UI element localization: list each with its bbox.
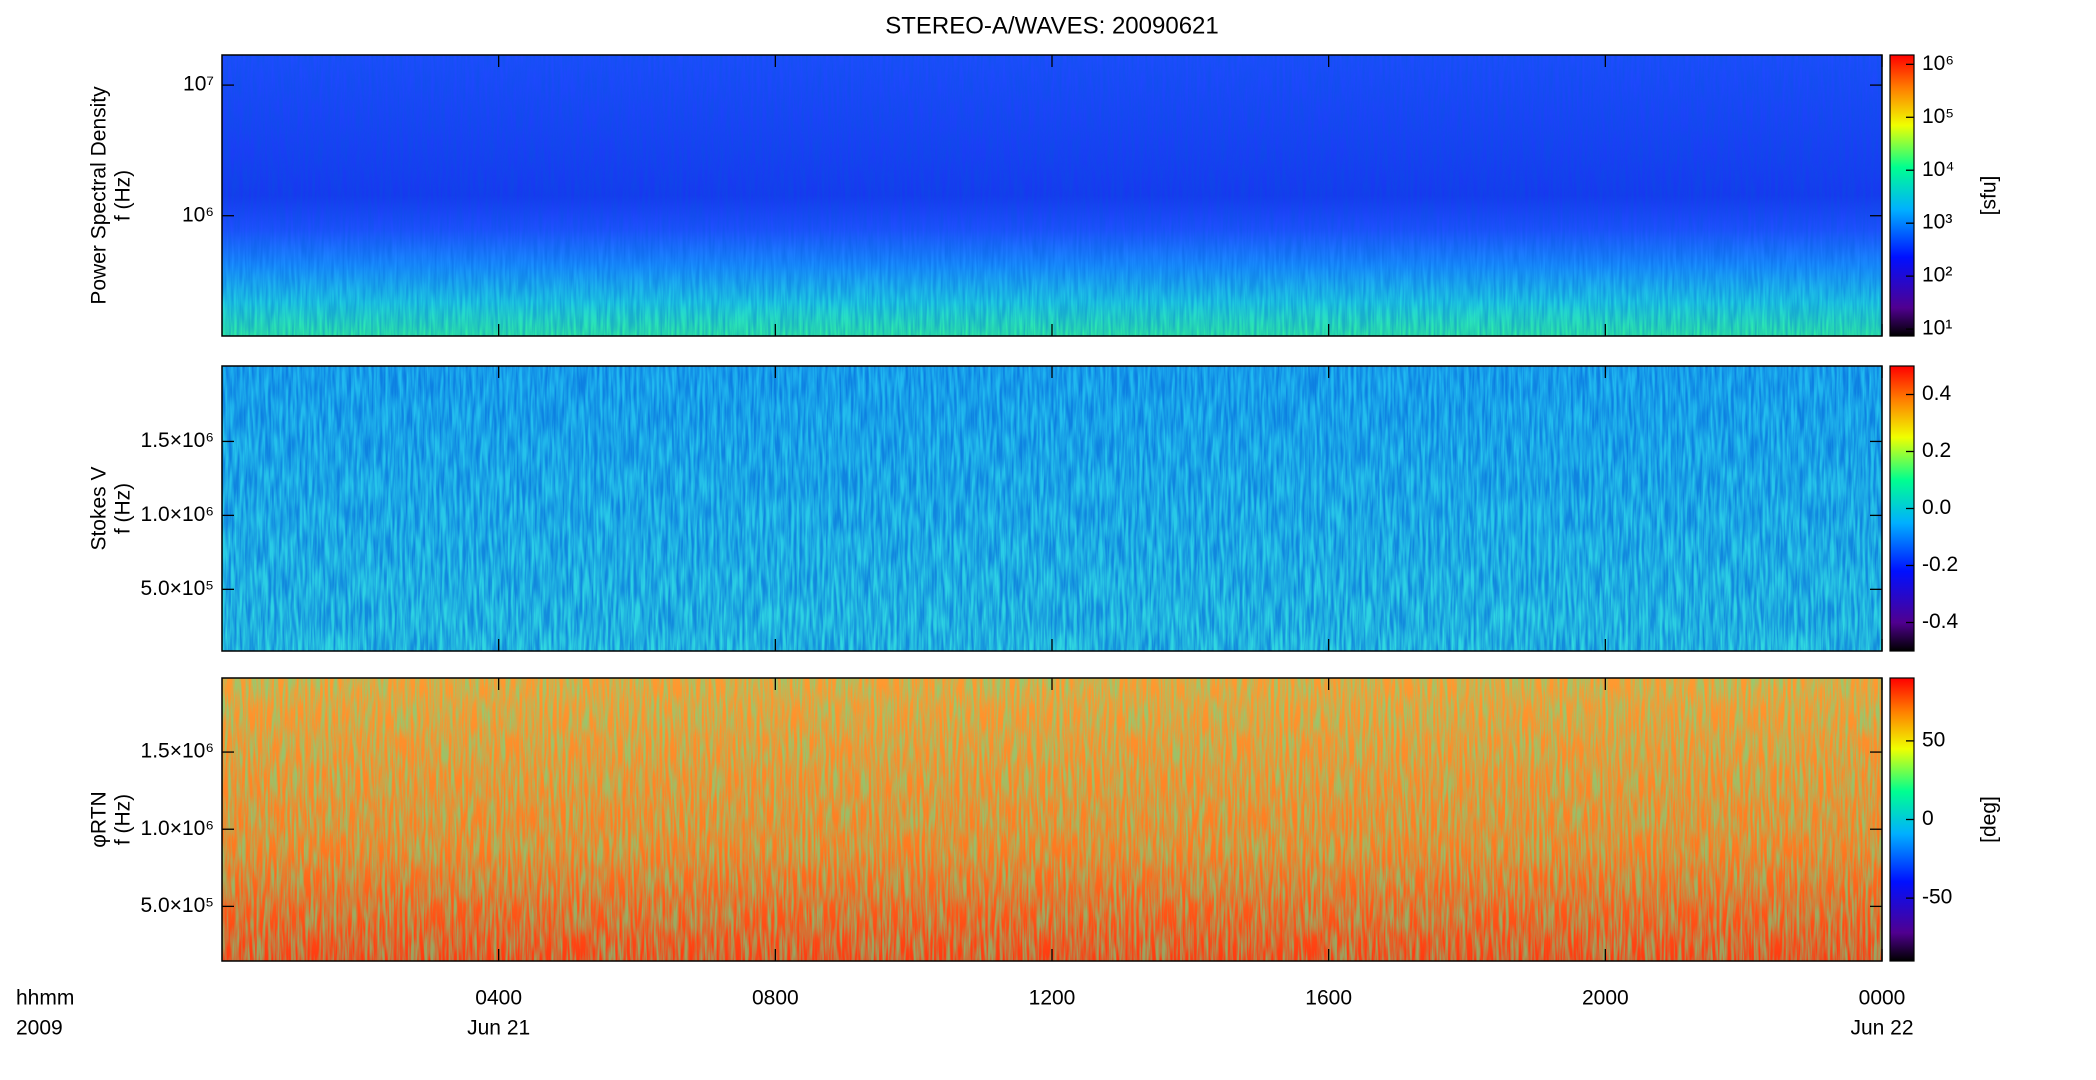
y-tick-label: 1.0×10⁶ [141, 503, 214, 526]
x-tick-label: 0800 [752, 987, 799, 1010]
y-axis-label: f (Hz) [112, 170, 135, 221]
y-tick-label: 1.0×10⁶ [141, 817, 214, 840]
colorbar-tick-label: 10² [1922, 264, 1952, 287]
colorbar-label: [sfu] [1978, 176, 2001, 216]
colorbar-tick-label: 0.0 [1922, 496, 1951, 519]
x-tick-label: 0000 [1859, 987, 1906, 1010]
date-label: Jun 22 [1850, 1017, 1913, 1040]
colorbar-tick-label: 10⁶ [1922, 52, 1954, 75]
x-tick-label: 1600 [1305, 987, 1352, 1010]
colorbar-tick-label: 10⁴ [1922, 158, 1954, 181]
y-axis-label: φRTN [88, 791, 111, 847]
x-tick-label: 0400 [475, 987, 522, 1010]
y-axis-label: f (Hz) [112, 794, 135, 845]
colorbar [1889, 54, 1915, 337]
spectrogram-texture [222, 366, 1882, 651]
colorbar-tick-label: 10³ [1922, 211, 1952, 234]
colorbar-tick-label: 10¹ [1922, 317, 1952, 340]
colorbar-tick-label: 10⁵ [1922, 105, 1954, 128]
y-tick-label: 10⁶ [182, 203, 214, 226]
colorbar-tick-label: -0.2 [1922, 553, 1958, 576]
colorbar-tick-label: -0.4 [1922, 610, 1959, 633]
x-axis-label: hhmm [16, 987, 74, 1010]
date-label: Jun 21 [467, 1017, 530, 1040]
spectrogram-texture [222, 55, 1882, 336]
x-axis-label: 2009 [16, 1017, 63, 1040]
chart-title: STEREO-A/WAVES: 20090621 [885, 12, 1218, 39]
y-tick-label: 5.0×10⁵ [140, 577, 214, 600]
y-tick-label: 10⁷ [183, 73, 214, 96]
y-tick-label: 5.0×10⁵ [140, 894, 214, 917]
colorbar-tick-label: -50 [1922, 886, 1952, 909]
x-tick-label: 1200 [1029, 987, 1076, 1010]
colorbar-tick-label: 50 [1922, 728, 1945, 751]
figure: STEREO-A/WAVES: 20090621 10⁶ 10⁷ Power Spec… [16, 12, 2001, 1039]
y-axis-label: Stokes V [88, 466, 111, 550]
colorbar-tick-label: 0.4 [1922, 382, 1952, 405]
colorbar-tick-label: 0 [1922, 807, 1934, 830]
colorbar-label: [deg] [1978, 796, 2001, 843]
spectrogram-texture [222, 678, 1882, 961]
x-tick-label: 2000 [1582, 987, 1629, 1010]
y-tick-label: 1.5×10⁶ [141, 429, 214, 452]
y-axis-label: Power Spectral Density [88, 86, 111, 305]
colorbar-tick-label: 0.2 [1922, 439, 1951, 462]
y-tick-label: 1.5×10⁶ [141, 740, 214, 763]
y-axis-label: f (Hz) [112, 483, 135, 534]
